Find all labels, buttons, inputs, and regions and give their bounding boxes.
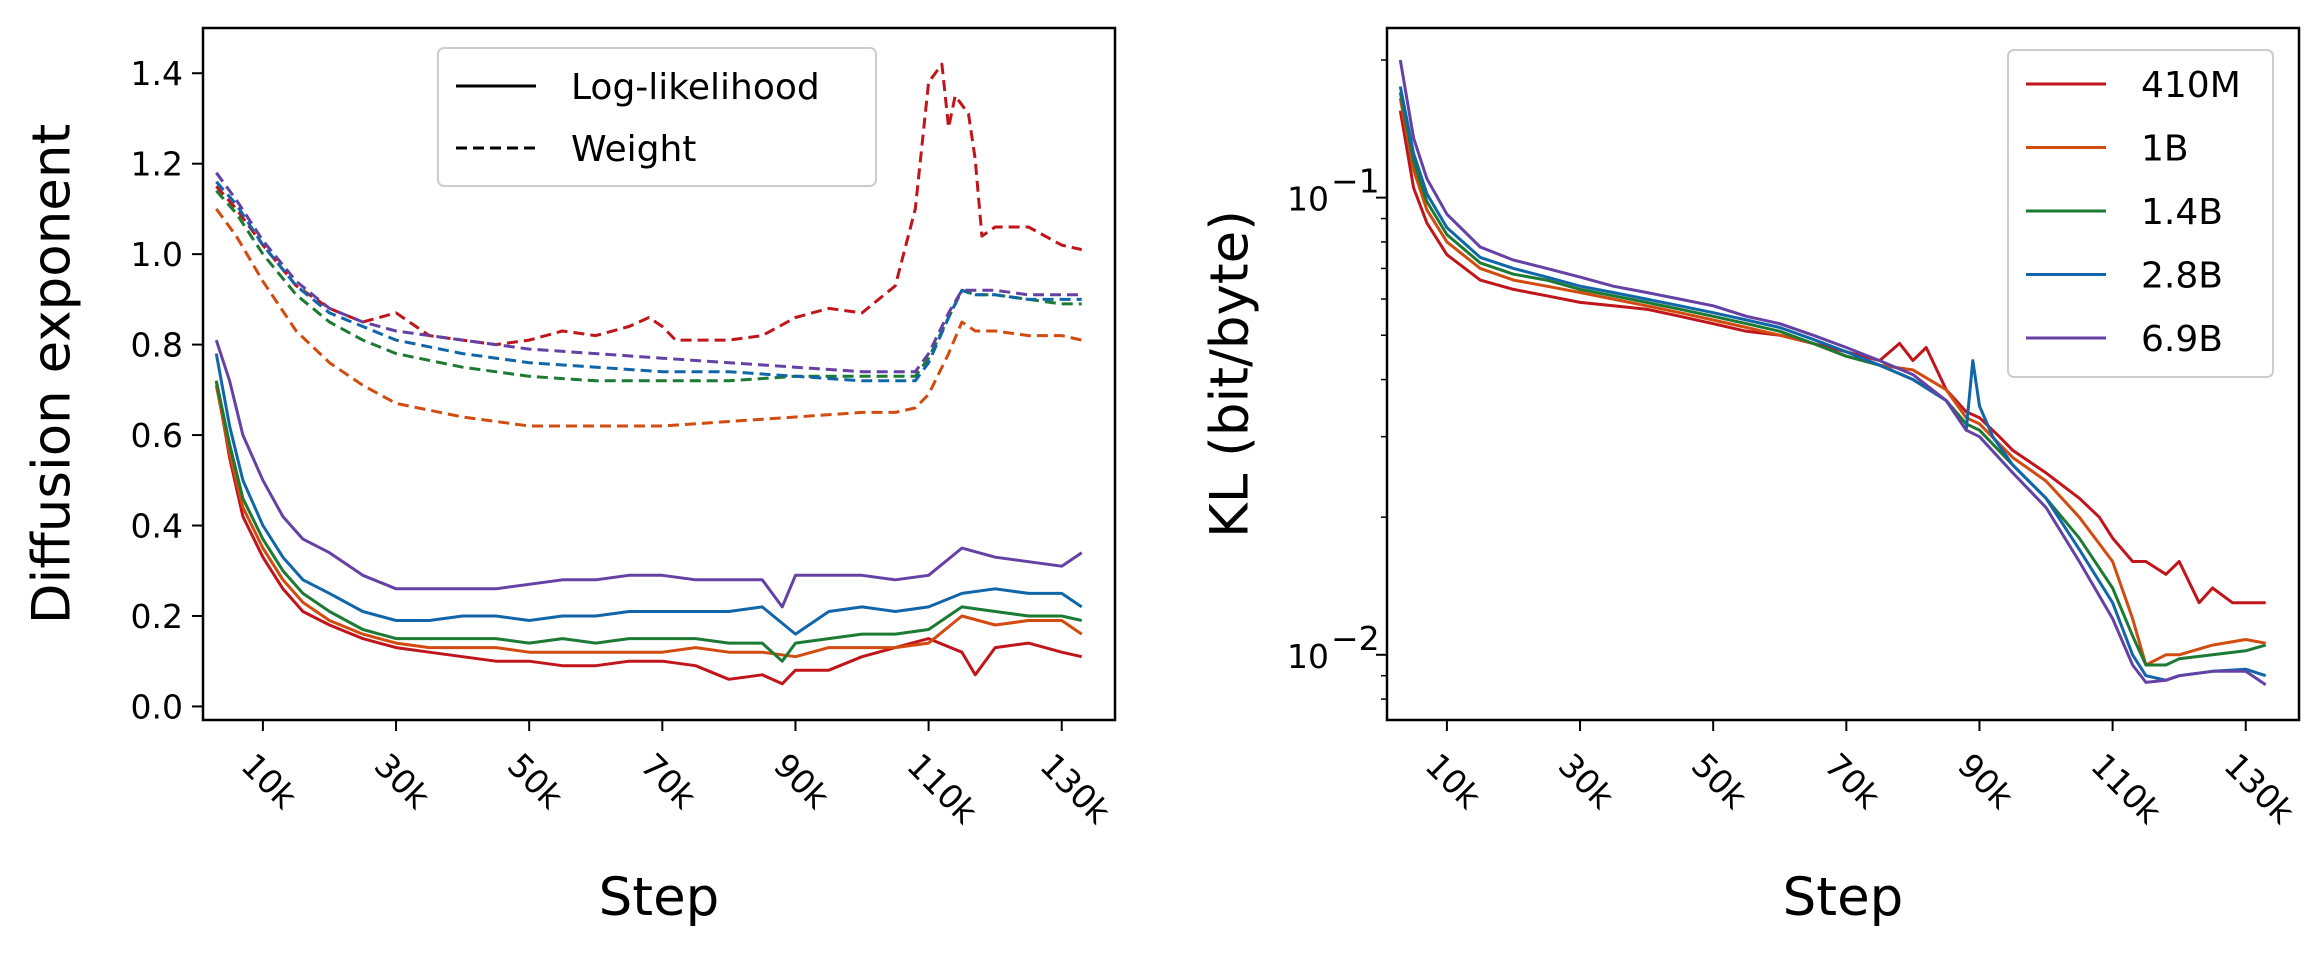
x-tick-label: 90k	[766, 746, 837, 817]
series-group	[1398, 59, 2267, 686]
y-tick-label: 0.6	[131, 416, 183, 455]
series-line-410m-weight	[215, 62, 1083, 347]
legend: Log-likelihood Weight	[437, 47, 877, 187]
series-line-1b-weight	[215, 208, 1083, 428]
legend-label: Log-likelihood	[571, 67, 820, 108]
legend-box	[2007, 49, 2274, 378]
y-tick-label: 0.0	[131, 687, 183, 726]
legend-box	[437, 47, 877, 187]
legend: 410M 1B 1.4B 2.8B 6.9B	[2007, 49, 2274, 378]
legend-label: 410M	[2141, 65, 2241, 106]
series-line-1-4b-log-likelihood	[214, 380, 1083, 663]
y-axis-title: KL (bit/byte)	[1200, 210, 1261, 538]
series-line-1b-log-likelihood	[214, 385, 1083, 659]
legend-label: 1B	[2141, 129, 2189, 170]
series-line-2-8b-log-likelihood	[214, 353, 1083, 636]
x-tick-label: 130k	[1033, 746, 1119, 832]
series-line-2-8b-weight	[215, 180, 1082, 383]
y-tick-label: 0.2	[131, 597, 183, 636]
y-tick-exponent: −2	[1331, 619, 1380, 658]
plot-frame	[1385, 26, 2301, 722]
x-tick-label: 50k	[500, 746, 571, 817]
series-line-6-9b-weight	[215, 171, 1082, 374]
y-tick-exponent: −1	[1331, 162, 1380, 201]
y-tick-label: 1.0	[131, 235, 183, 274]
y-axis-title: Diffusion exponent	[22, 124, 83, 625]
series-line-1-4b	[1398, 92, 2267, 667]
legend-label: 6.9B	[2141, 319, 2223, 360]
x-axis-title: Step	[1783, 867, 1904, 928]
x-tick-label: 70k	[1817, 746, 1888, 817]
x-tick-label: 10k	[1418, 746, 1489, 817]
series-group	[214, 62, 1083, 686]
legend-label: 1.4B	[2141, 192, 2223, 233]
plot-frame	[201, 26, 1117, 722]
x-tick-label: 110k	[899, 746, 985, 832]
y-tick-label: 10	[1287, 637, 1329, 676]
series-line-1-4b-weight	[215, 189, 1082, 383]
x-tick-label: 130k	[2217, 746, 2303, 832]
x-tick-label: 70k	[633, 746, 704, 817]
panel-1: 10k 30k 50k 70k 90k 110k 130k 0.0 0.2 0.4 0.6 0.8 1.…	[22, 26, 1119, 928]
y-tick-label: 0.4	[131, 507, 183, 546]
series-line-6-9b-log-likelihood	[214, 339, 1083, 609]
y-tick-label: 1.4	[131, 54, 183, 93]
legend-label: Weight	[571, 129, 696, 170]
x-axis-title: Step	[599, 867, 720, 928]
y-tick-label: 0.8	[131, 326, 183, 365]
x-tick-label: 50k	[1684, 746, 1755, 817]
y-tick-label: 1.2	[131, 145, 183, 184]
x-tick-label: 30k	[367, 746, 438, 817]
series-line-410m-log-likelihood	[214, 380, 1083, 686]
series-line-2-8b	[1398, 86, 2267, 682]
x-tick-label: 30k	[1551, 746, 1622, 817]
x-tick-label: 10k	[234, 746, 305, 817]
legend-label: 2.8B	[2141, 256, 2223, 297]
y-tick-label: 10	[1287, 180, 1329, 219]
x-tick-label: 110k	[2083, 746, 2169, 832]
series-line-6-9b	[1398, 59, 2267, 686]
x-tick-label: 90k	[1950, 746, 2021, 817]
series-line-410m	[1398, 110, 2266, 605]
